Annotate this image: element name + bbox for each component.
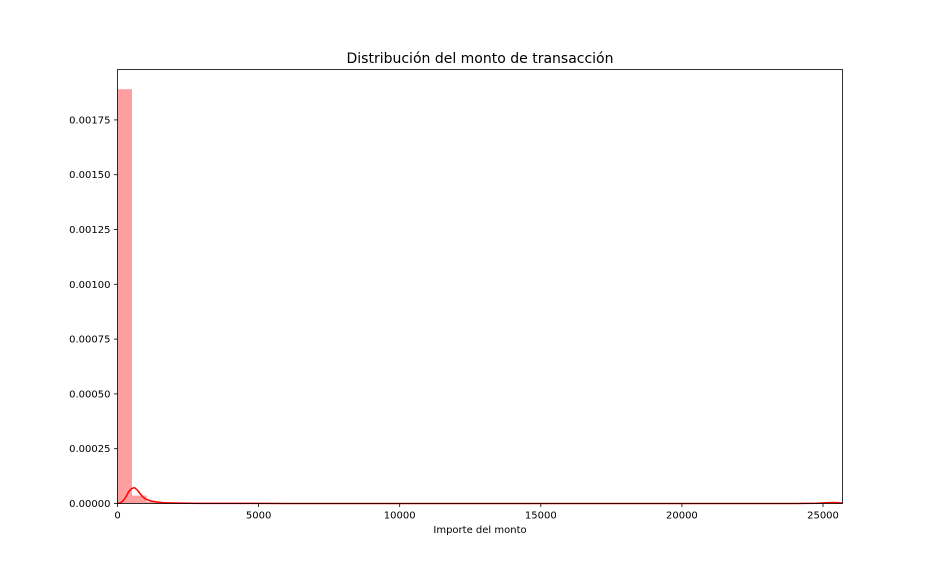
chart-title: Distribución del monto de transacción	[347, 51, 614, 67]
y-tick-label: 0.00050	[69, 389, 110, 400]
x-tick-label: 15000	[525, 511, 557, 522]
y-tick-label: 0.00150	[69, 170, 110, 181]
histogram-bar	[132, 495, 147, 504]
y-tick-label: 0.00075	[69, 335, 110, 346]
x-axis-label: Importe del monto	[433, 525, 526, 536]
y-tick-label: 0.00125	[69, 225, 110, 236]
kde-line	[117, 486, 843, 505]
y-tick-label: 0.00100	[69, 280, 110, 291]
y-tick-label: 0.00175	[69, 115, 110, 126]
x-tick-label: 0	[114, 511, 120, 522]
x-tick-label: 5000	[246, 511, 271, 522]
plot-frame	[117, 69, 843, 504]
y-tick-label: 0.00000	[69, 499, 110, 510]
histogram-bar	[146, 501, 162, 504]
histogram-bar	[117, 89, 133, 504]
y-tick-label: 0.00025	[69, 444, 110, 455]
x-tick-label: 25000	[807, 511, 839, 522]
x-tick-label: 10000	[384, 511, 416, 522]
x-tick-label: 20000	[666, 511, 698, 522]
